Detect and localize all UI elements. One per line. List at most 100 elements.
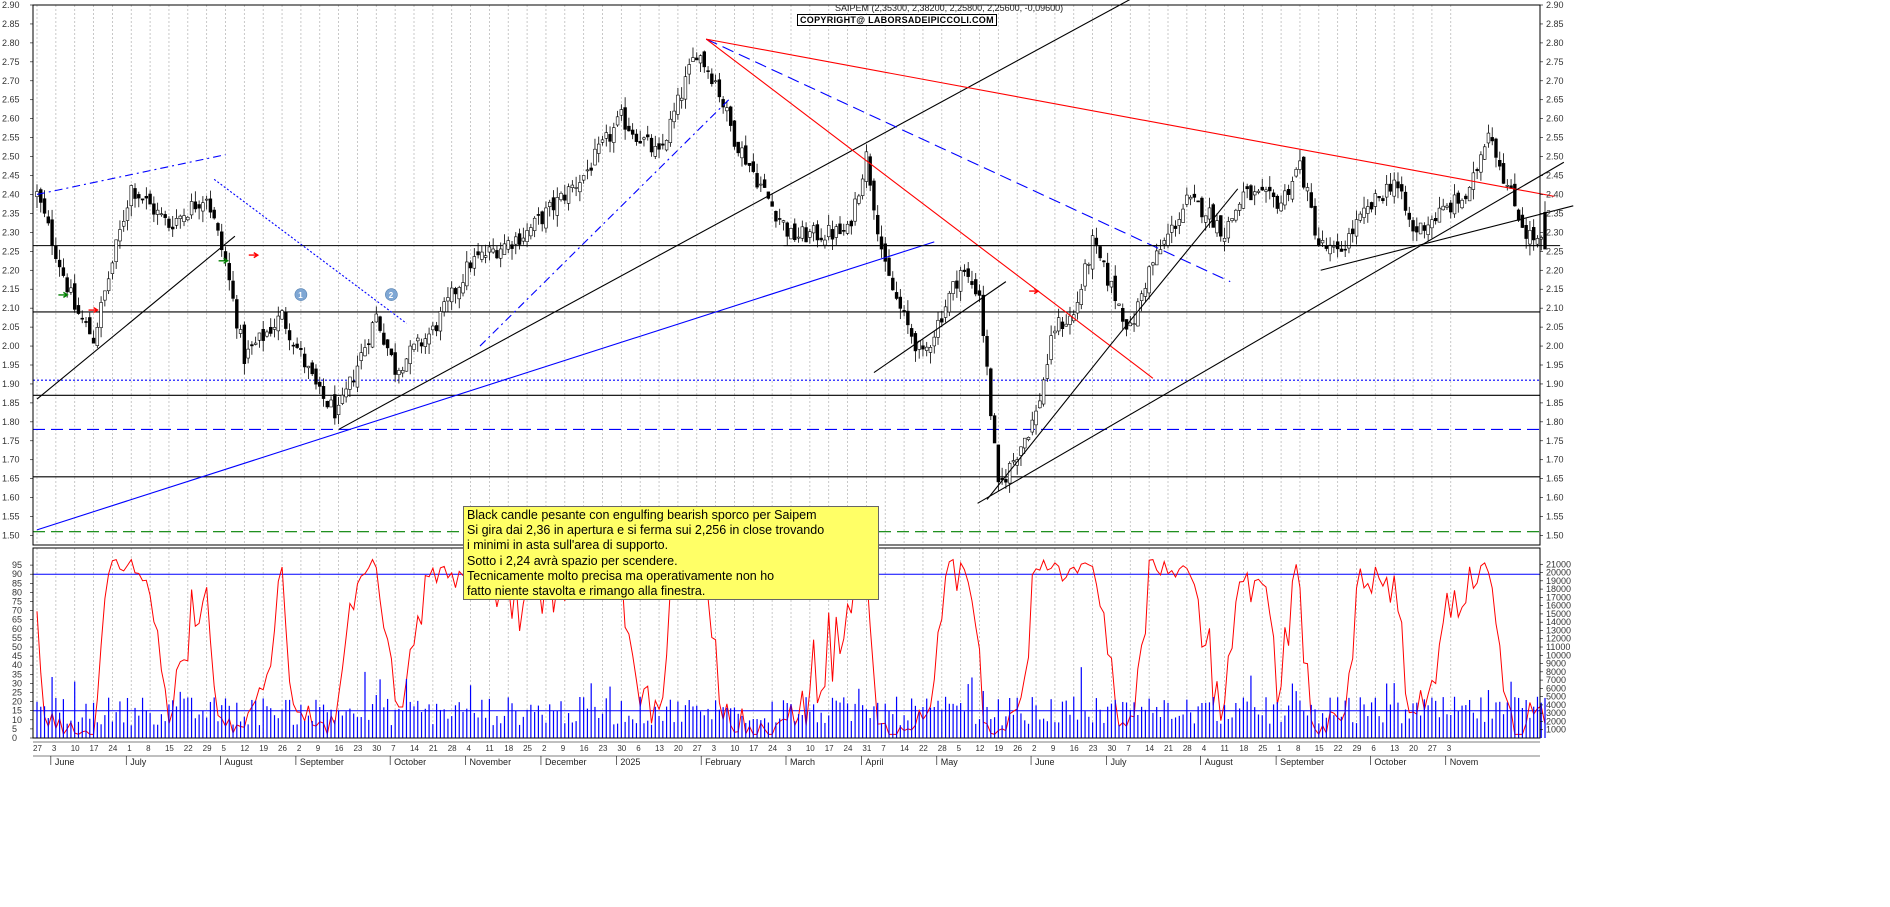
x-tick-label: 27 — [1428, 744, 1437, 753]
y-tick-label: 2.80 — [2, 38, 20, 48]
osc-tick-label: 10 — [12, 715, 22, 725]
candle-body — [182, 215, 186, 223]
candle-body — [235, 299, 239, 329]
candle-body — [1433, 218, 1438, 222]
candle-body — [174, 218, 179, 226]
candle-body — [872, 180, 876, 211]
month-label: September — [300, 757, 344, 767]
candle-body — [457, 287, 461, 300]
candle-body — [325, 400, 329, 408]
candle-body — [144, 195, 149, 199]
candle-body — [1482, 146, 1487, 160]
candle-body — [1298, 160, 1302, 170]
candle-body — [1075, 302, 1080, 314]
candle-body — [774, 211, 778, 222]
candle-body — [679, 97, 684, 101]
candle-body — [1064, 323, 1068, 327]
candle-body — [532, 217, 537, 231]
candle-body — [559, 192, 563, 201]
candle-body — [1056, 317, 1061, 332]
candle-body — [1403, 191, 1408, 211]
candle-body — [627, 125, 631, 132]
candle-body — [962, 269, 967, 272]
candle-body — [563, 194, 567, 201]
candle-body — [649, 137, 654, 153]
y-tick-label: 2.00 — [1546, 341, 1564, 351]
candle-body — [99, 302, 103, 328]
candle-body — [231, 280, 235, 299]
candle-body — [1177, 219, 1182, 226]
x-tick-label: 16 — [580, 744, 589, 753]
osc-tick-label: 60 — [12, 624, 22, 634]
candle-body — [110, 262, 115, 274]
comment-line: Black candle pesante con engulfing beari… — [467, 508, 817, 522]
candle-body — [472, 256, 477, 269]
y-tick-label: 1.95 — [1546, 360, 1564, 370]
y-tick-label: 2.70 — [1546, 76, 1564, 86]
candle-body — [1366, 206, 1370, 214]
trendline — [986, 345, 1110, 500]
trendline — [338, 0, 1131, 430]
y-tick-label: 2.30 — [2, 227, 20, 237]
y-tick-label: 2.05 — [2, 322, 20, 332]
candle-body — [544, 207, 548, 229]
candle-body — [853, 198, 857, 222]
candle-body — [178, 215, 182, 219]
candle-body — [491, 248, 495, 253]
candle-body — [661, 143, 665, 146]
y-tick-label: 2.30 — [1546, 227, 1564, 237]
volume-tick-label: 11000 — [1546, 642, 1570, 652]
candle-body — [510, 244, 514, 249]
candle-body — [465, 261, 469, 287]
y-tick-label: 2.90 — [2, 0, 20, 10]
candle-body — [1045, 364, 1050, 379]
candle-body — [811, 225, 816, 234]
x-tick-label: 9 — [1051, 744, 1056, 753]
x-tick-label: 25 — [523, 744, 532, 753]
x-tick-label: 31 — [862, 744, 871, 753]
candle-body — [630, 129, 635, 135]
candle-body — [163, 214, 167, 218]
volume-tick-label: 15000 — [1546, 609, 1571, 619]
y-tick-label: 1.95 — [2, 360, 20, 370]
y-tick-label: 2.00 — [2, 341, 20, 351]
candle-body — [1294, 169, 1298, 177]
candle-body — [1271, 192, 1276, 198]
y-tick-label: 2.50 — [1546, 152, 1564, 162]
candle-body — [551, 197, 556, 211]
x-tick-label: 30 — [372, 744, 381, 753]
candle-body — [152, 203, 156, 215]
comment-line: fatto niente stavolta e rimango alla fin… — [467, 584, 706, 599]
y-tick-label: 1.55 — [1546, 512, 1564, 522]
y-tick-label: 1.50 — [1546, 531, 1564, 541]
candle-body — [691, 57, 695, 62]
candle-body — [864, 151, 869, 182]
volume-tick-label: 3000 — [1546, 708, 1566, 718]
candle-body — [747, 162, 752, 166]
y-tick-label: 1.50 — [2, 531, 20, 541]
candle-body — [148, 193, 152, 205]
candle-body — [1049, 335, 1053, 360]
candle-body — [1377, 196, 1381, 199]
candle-body — [1479, 154, 1483, 173]
candle-body — [894, 292, 899, 299]
candle-body — [770, 201, 774, 207]
candle-body — [751, 161, 756, 172]
candle-body — [103, 290, 107, 301]
candle-body — [1415, 226, 1419, 233]
candle-body — [1430, 219, 1434, 229]
x-tick-label: 6 — [1371, 744, 1376, 753]
candle-body — [54, 245, 58, 259]
y-tick-label: 2.45 — [1546, 171, 1564, 181]
x-tick-label: 24 — [844, 744, 853, 753]
candle-body — [1441, 205, 1445, 211]
candle-body — [1498, 159, 1502, 167]
candle-body — [1113, 275, 1117, 302]
candle-body — [566, 186, 571, 204]
candle-body — [777, 218, 782, 220]
candle-body — [1154, 250, 1159, 266]
x-tick-label: 16 — [335, 744, 344, 753]
candle-body — [1170, 224, 1174, 233]
y-tick-label: 2.65 — [2, 95, 20, 105]
